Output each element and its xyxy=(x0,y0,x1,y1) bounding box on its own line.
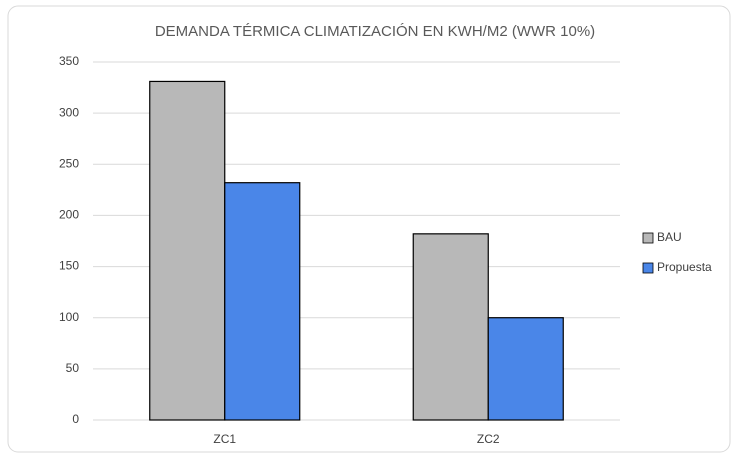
x-tick-label: ZC2 xyxy=(477,432,500,446)
bar xyxy=(487,317,564,421)
y-tick-label: 350 xyxy=(59,54,79,68)
legend-label: Propuesta xyxy=(657,260,712,274)
y-tick-label: 50 xyxy=(66,361,80,375)
bar xyxy=(412,233,489,421)
y-tick-label: 300 xyxy=(59,105,79,119)
legend-label: BAU xyxy=(657,230,682,244)
x-tick-label: ZC1 xyxy=(213,432,236,446)
bar xyxy=(224,182,301,421)
legend-swatch xyxy=(642,262,654,274)
y-tick-label: 150 xyxy=(59,259,79,273)
y-tick-label: 0 xyxy=(72,412,79,426)
bar xyxy=(149,80,226,421)
y-tick-label: 200 xyxy=(59,208,79,222)
chart-frame xyxy=(7,5,731,453)
legend-swatch xyxy=(642,232,654,244)
y-tick-label: 100 xyxy=(59,310,79,324)
y-tick-label: 250 xyxy=(59,156,79,170)
chart-title: DEMANDA TÉRMICA CLIMATIZACIÓN EN KWH/M2 … xyxy=(155,23,595,40)
